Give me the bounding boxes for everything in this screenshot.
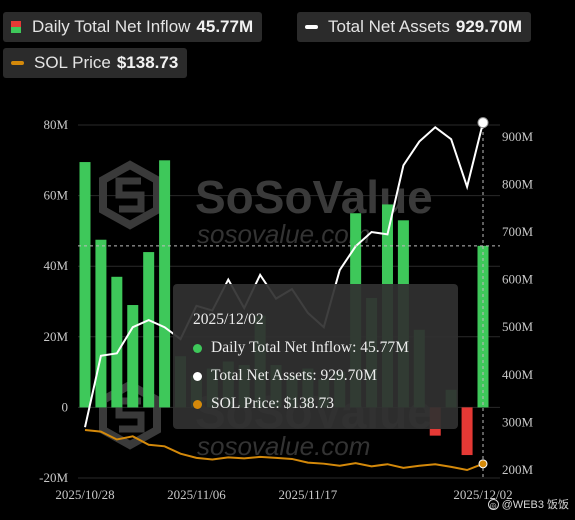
watermark-url-2: sosovalue.com — [197, 431, 370, 461]
legend-assets-label: Total Net Assets — [328, 17, 450, 36]
axis-labels: 80M 60M 40M 20M 0 -20M 900M 800M 700M 600M 500M 400… — [39, 117, 533, 502]
right-axis-tick: 300M — [502, 414, 534, 429]
legend-assets[interactable]: Total Net Assets 929.70M — [297, 12, 532, 42]
right-axis-tick: 800M — [502, 176, 534, 191]
inflow-bar[interactable] — [79, 162, 91, 408]
legend-inflow-label: Daily Total Net Inflow — [32, 17, 191, 36]
legend-price-value: $138.73 — [116, 53, 179, 72]
legend-inflow[interactable]: Daily Total Net Inflow 45.77M — [3, 12, 263, 42]
left-axis-tick: -20M — [39, 470, 68, 485]
x-axis-tick: 2025/11/17 — [279, 487, 338, 502]
inflow-bar[interactable] — [143, 252, 155, 408]
price-swatch-icon — [11, 61, 24, 65]
right-axis-tick: 900M — [502, 129, 534, 144]
credit-icon: ◎ — [487, 498, 499, 510]
tooltip-inflow-dot-icon — [193, 343, 202, 353]
watermark-url: sosovalue.com — [197, 219, 370, 249]
x-axis-tick: 2025/10/28 — [55, 487, 114, 502]
right-axis-tick: 600M — [502, 272, 534, 287]
legend-price-label: SOL Price — [34, 53, 111, 72]
inflow-bar[interactable] — [111, 276, 123, 408]
right-axis-tick: 400M — [502, 367, 534, 382]
left-axis-tick: 20M — [43, 329, 68, 344]
inflow-bar[interactable] — [461, 407, 473, 456]
tooltip-row-price: SOL Price: $138.73 — [193, 390, 458, 418]
right-axis-tick: 700M — [502, 224, 534, 239]
x-axis-tick: 2025/12/02 — [453, 487, 512, 502]
x-axis-tick: 2025/11/06 — [167, 487, 226, 502]
right-axis-tick: 200M — [502, 462, 534, 477]
right-axis-tick: 500M — [502, 319, 534, 334]
legend-assets-value: 929.70M — [455, 17, 523, 36]
legend-inflow-value: 45.77M — [196, 17, 254, 36]
tooltip-price-text: SOL Price: $138.73 — [211, 395, 334, 412]
inflow-bar[interactable] — [95, 239, 107, 408]
tooltip-inflow-text: Daily Total Net Inflow: 45.77M — [211, 339, 409, 356]
tooltip-assets-text: Total Net Assets: 929.70M — [211, 367, 377, 384]
legend-price[interactable]: SOL Price $138.73 — [3, 48, 188, 78]
sol-price-line[interactable] — [84, 429, 484, 472]
left-axis-tick: 80M — [43, 117, 68, 132]
tooltip-row-assets: Total Net Assets: 929.70M — [193, 362, 458, 390]
tooltip-date: 2025/12/02 — [193, 311, 264, 328]
tooltip-assets-dot-icon — [193, 371, 202, 381]
left-axis-tick: 40M — [43, 258, 68, 273]
watermark-logo-icon — [99, 160, 161, 230]
credit-text: @WEB3 饭饭 — [501, 499, 569, 511]
left-axis-tick: 0 — [62, 399, 69, 414]
hover-cursor — [78, 117, 500, 480]
tooltip: 2025/12/02 Daily Total Net Inflow: 45.77… — [173, 284, 458, 429]
inflow-bar[interactable] — [159, 160, 171, 408]
tooltip-price-dot-icon — [193, 399, 202, 409]
inflow-bar[interactable] — [127, 305, 139, 408]
left-axis-tick: 60M — [43, 188, 68, 203]
assets-marker — [477, 117, 489, 129]
credit: ◎ @WEB3 饭饭 — [487, 496, 569, 512]
inflow-swatch-icon — [11, 21, 21, 33]
assets-swatch-icon — [305, 25, 318, 29]
tooltip-row-inflow: Daily Total Net Inflow: 45.77M — [193, 334, 458, 362]
price-marker — [478, 459, 488, 469]
